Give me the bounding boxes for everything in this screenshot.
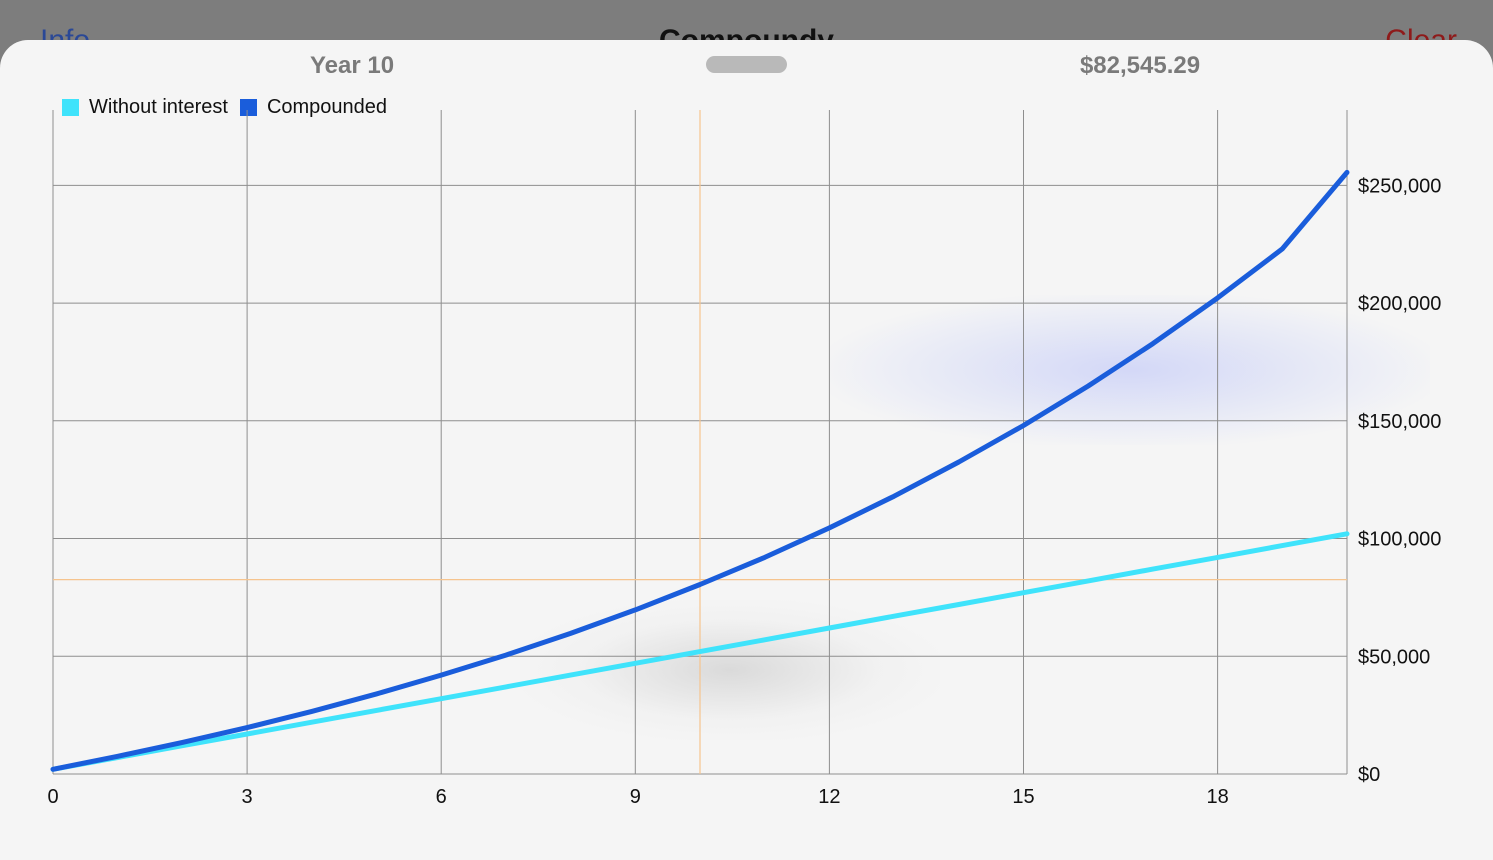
- series-line-compounded: [50, 169, 1350, 772]
- y-tick-label: $250,000: [1358, 175, 1441, 197]
- y-tick-label: $200,000: [1358, 293, 1441, 315]
- x-tick-label: 12: [818, 786, 840, 808]
- background-blur: [830, 295, 1430, 445]
- x-tick-label: 18: [1206, 786, 1228, 808]
- y-tick-label: $50,000: [1358, 646, 1430, 668]
- chart-sheet: Year 10 $82,545.29 Without interest Comp…: [0, 40, 1493, 860]
- x-tick-label: 9: [630, 786, 641, 808]
- legend-swatch-compounded: [239, 99, 257, 116]
- chart-legend: Without interest Compounded: [62, 96, 399, 119]
- series-line-without-interest: [50, 531, 1350, 772]
- legend-label-without-interest: Without interest: [89, 96, 228, 118]
- x-tick-label: 3: [242, 786, 253, 808]
- sheet-grabber-handle[interactable]: [706, 56, 787, 73]
- legend-swatch-without-interest: [62, 99, 79, 116]
- y-tick-label: $0: [1358, 764, 1380, 786]
- selected-value-label: $82,545.29: [1079, 52, 1201, 79]
- legend-item-without-interest: Without interest: [62, 96, 228, 119]
- legend-label-compounded: Compounded: [266, 96, 388, 118]
- growth-chart[interactable]: 0 3 6 9 12 15 18 $0 $50,000 $100,000 $150,000 $200,…: [0, 0, 1493, 840]
- x-tick-label: 15: [1012, 786, 1034, 808]
- x-tick-label: 0: [47, 786, 58, 808]
- selected-year-label: Year 10: [309, 52, 395, 79]
- y-tick-label: $100,000: [1358, 529, 1441, 551]
- x-tick-label: 6: [436, 786, 447, 808]
- y-tick-label: $150,000: [1358, 411, 1441, 433]
- legend-item-compounded: Compounded: [239, 96, 388, 119]
